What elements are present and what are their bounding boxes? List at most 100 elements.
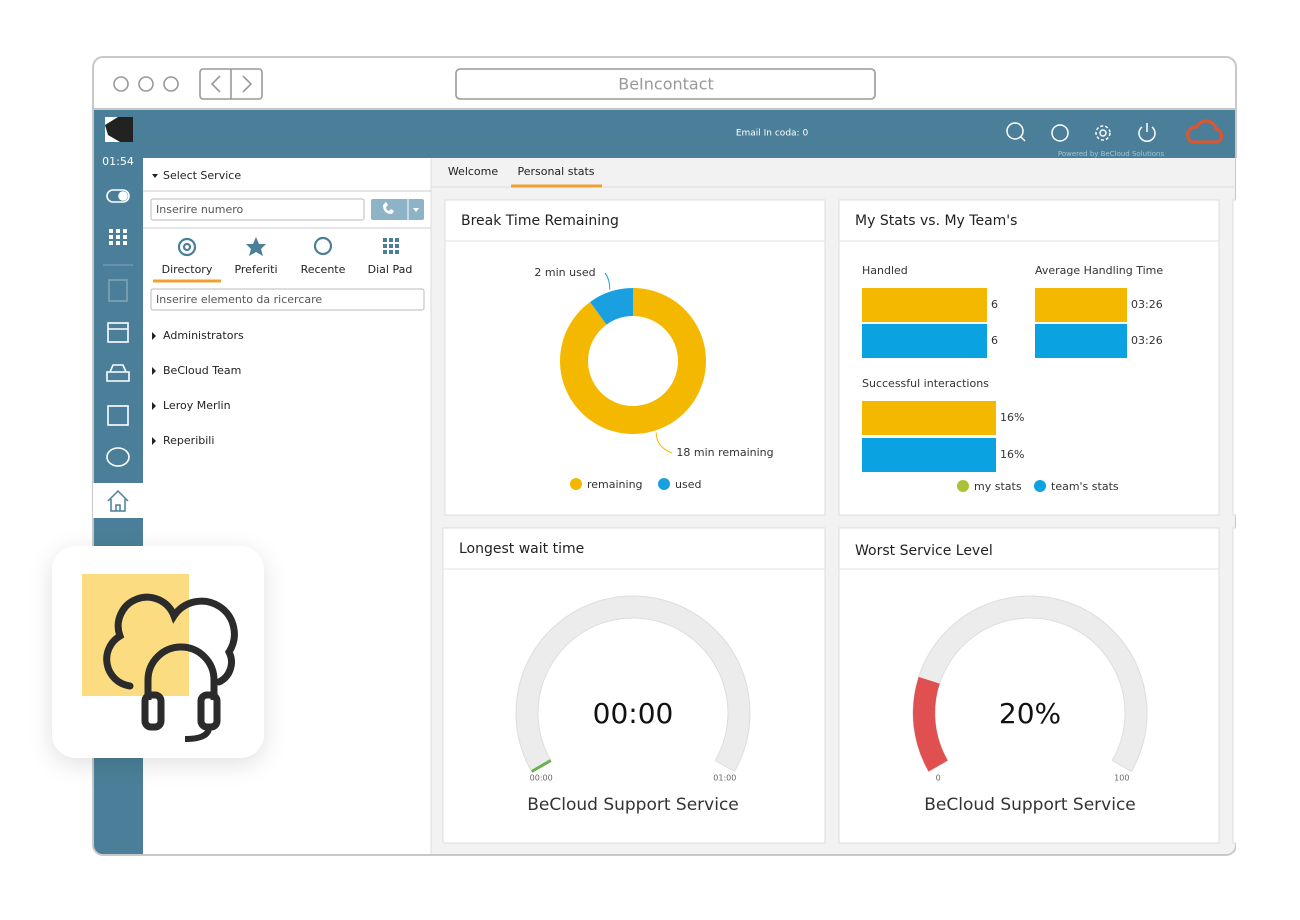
legend-label: team's stats: [1051, 480, 1119, 493]
chat-icon[interactable]: [106, 447, 130, 467]
search-input[interactable]: [150, 288, 425, 311]
content-tab: Welcome: [448, 165, 499, 178]
expand-caret: [152, 437, 156, 445]
search-handle: [1020, 136, 1026, 142]
card: [442, 527, 826, 844]
queue-status: Email In coda: 0: [736, 129, 809, 139]
legend-dot: [1034, 480, 1046, 492]
panel-tab: Preferiti: [234, 263, 277, 276]
app-icon: [52, 546, 264, 758]
doc-icon[interactable]: [108, 279, 128, 302]
number-input[interactable]: [150, 198, 365, 221]
group: Administrators: [163, 329, 244, 342]
legend-label: my stats: [974, 480, 1022, 493]
back-icon: [210, 75, 221, 93]
card-title: My Stats vs. My Team's: [855, 213, 1017, 229]
help-icon[interactable]: [1051, 124, 1069, 142]
expand-caret: [152, 402, 156, 410]
directory-icon-core: [182, 242, 192, 252]
logo-shape: [105, 117, 133, 142]
toggle-knob: [118, 191, 128, 201]
legend-label: used: [675, 478, 701, 491]
bar: [1035, 324, 1127, 358]
clock: 01:54: [102, 155, 134, 168]
settings-icon[interactable]: [1095, 125, 1111, 141]
donut-slice: [590, 288, 633, 325]
gauge-value: [530, 759, 552, 773]
recent-icon: [313, 236, 333, 256]
search-icon[interactable]: [1006, 122, 1024, 140]
panel-tab-icons: [177, 236, 399, 257]
cloud-icon: [103, 593, 238, 690]
settings-core: [1099, 129, 1107, 137]
bar-label: 6: [991, 334, 998, 347]
number-placeholder: Inserire numero: [156, 203, 244, 216]
legend-dot: [570, 478, 582, 490]
panel-label: Successful interactions: [862, 377, 989, 390]
window-dot: [163, 76, 179, 92]
card: [444, 199, 826, 516]
legend-label: remaining: [587, 478, 643, 491]
bar: [1035, 288, 1127, 322]
forward-icon: [242, 75, 253, 93]
window-dot: [113, 76, 129, 92]
legend-dot: [957, 480, 969, 492]
gauge-tick-label: 00:00: [530, 774, 553, 783]
right-mask: [1236, 158, 1300, 858]
logo: [105, 117, 133, 142]
ear-left: [141, 691, 165, 731]
chrome-controls: [113, 68, 876, 100]
bar-label: 16%: [1000, 411, 1024, 424]
app-icon-accent: [82, 574, 189, 696]
sidebar-active: [93, 483, 143, 518]
panel-tab: Recente: [301, 263, 346, 276]
headset-band: [144, 643, 218, 700]
data-label: 18 min remaining: [676, 446, 773, 459]
group: Leroy Merlin: [163, 399, 231, 412]
leader-line: [655, 432, 673, 454]
group: BeCloud Team: [163, 364, 241, 377]
toggle-icon[interactable]: [106, 189, 130, 203]
bar: [862, 288, 987, 322]
address-bar[interactable]: [455, 68, 876, 100]
powered-by: Powered by BeCloud Solutions: [1058, 150, 1165, 158]
donut-slice: [560, 288, 706, 434]
grid-icon[interactable]: [109, 229, 127, 245]
gauge-subtitle: BeCloud Support Service: [924, 795, 1136, 815]
bar-label: 6: [991, 298, 998, 311]
gauge-value-label: 00:00: [593, 697, 674, 730]
window-dot: [138, 76, 154, 92]
gauge-tick-label: 0: [936, 774, 941, 783]
cards: [442, 199, 1254, 844]
bar-label: 03:26: [1131, 334, 1163, 347]
call-caret: [413, 208, 419, 212]
search-placeholder: Inserire elemento da ricercare: [156, 293, 322, 306]
inbox-icon[interactable]: [106, 364, 130, 382]
cloud-logo: [1186, 119, 1224, 144]
card-headers: [443, 240, 1219, 570]
topbar: [93, 109, 1236, 158]
bar: [862, 438, 996, 472]
caret: [152, 174, 158, 178]
power-icon[interactable]: [1138, 126, 1156, 142]
expand-caret: [152, 332, 156, 340]
contact-icon[interactable]: [107, 405, 129, 426]
star-icon: [246, 237, 266, 256]
home-icon[interactable]: [107, 489, 129, 512]
panel-label: Average Handling Time: [1035, 264, 1163, 277]
gauge-value: [913, 676, 948, 772]
calendar-icon[interactable]: [107, 322, 129, 343]
gauge-tick-label: 01:00: [713, 774, 736, 783]
bar-label: 03:26: [1131, 298, 1163, 311]
group: Reperibili: [163, 434, 214, 447]
leader-line: [604, 272, 611, 290]
bar-label: 16%: [1000, 448, 1024, 461]
card-title: Break Time Remaining: [461, 213, 619, 229]
phone-icon: [383, 202, 394, 214]
card-title: Worst Service Level: [855, 543, 993, 559]
bar: [862, 324, 987, 358]
panel-label: Handled: [862, 264, 908, 277]
expand-caret: [152, 367, 156, 375]
panel-tab: Dial Pad: [368, 263, 413, 276]
topbar-icons: [1006, 119, 1224, 144]
